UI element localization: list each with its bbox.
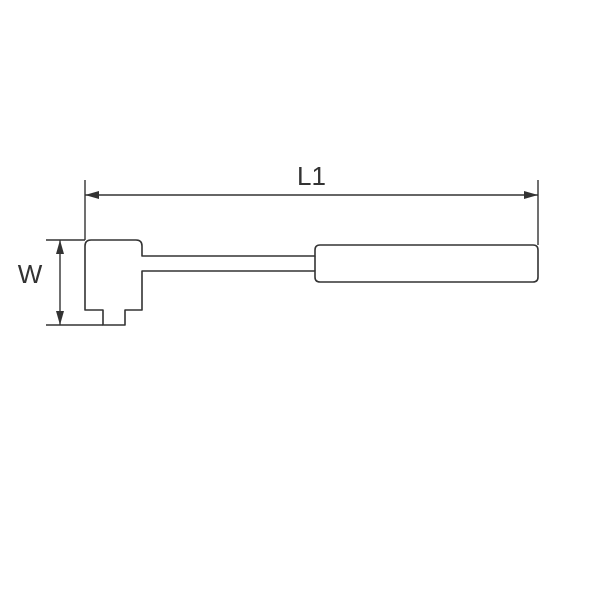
l1-label: L1	[297, 161, 326, 191]
w-arrow-bottom	[56, 311, 64, 325]
l1-arrow-right	[524, 191, 538, 199]
tool-diagram: L1 W	[0, 0, 600, 600]
tool-outline	[85, 240, 538, 325]
l1-arrow-left	[85, 191, 99, 199]
w-label: W	[18, 259, 43, 289]
w-arrow-top	[56, 240, 64, 254]
